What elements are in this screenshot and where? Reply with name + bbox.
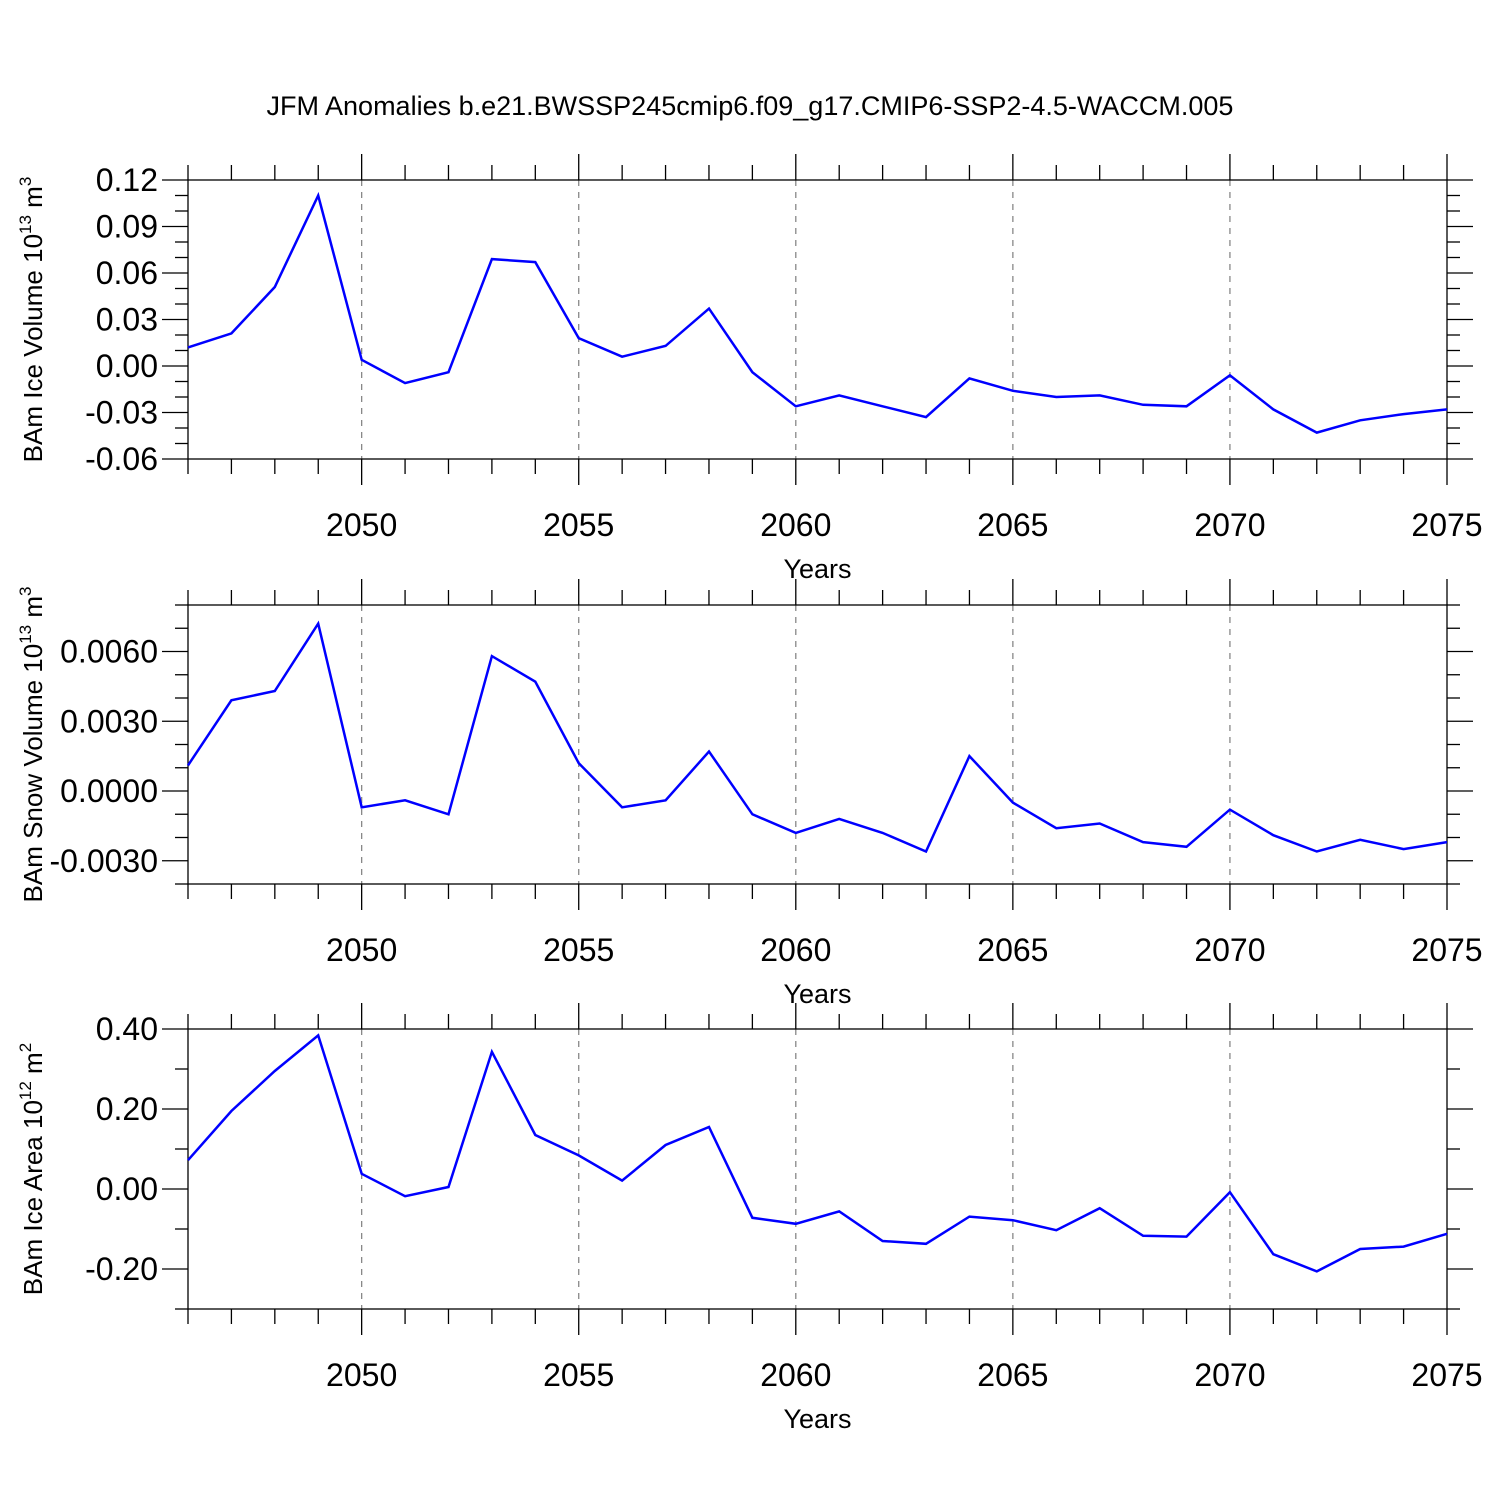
y-tick-label: 0.03 (96, 302, 158, 338)
y-axis-label: BAm Ice Volume 1013 m3 (16, 177, 48, 463)
x-tick-label: 2075 (1411, 932, 1482, 968)
x-tick-label: 2060 (760, 932, 831, 968)
plot-frame (187, 604, 1448, 885)
y-label-text: BAm Snow Volume 10 (18, 644, 48, 903)
y-label-unit: m (18, 186, 48, 215)
x-tick-label: 2065 (977, 1357, 1048, 1393)
y-tick-label: 0.20 (96, 1091, 158, 1127)
series-line (186, 620, 1448, 854)
x-tick-label: 2055 (543, 507, 614, 543)
y-label-unit-exponent: 3 (16, 587, 35, 596)
y-tick-label: -0.0030 (49, 843, 158, 879)
y-tick-label: 0.00 (96, 1171, 158, 1207)
x-axis-label: Years (783, 554, 851, 584)
y-tick-label: 0.0060 (60, 634, 158, 670)
plot-frame (187, 1028, 1448, 1310)
x-tick-label: 2070 (1194, 1357, 1265, 1393)
y-axis-label: BAm Snow Volume 1013 m3 (16, 587, 48, 903)
x-tick-label: 2070 (1194, 507, 1265, 543)
x-tick-label: 2050 (326, 932, 397, 968)
y-label-unit-exponent: 2 (16, 1043, 35, 1052)
y-label-exponent: 12 (16, 1081, 35, 1100)
y-tick-label: -0.06 (85, 441, 158, 477)
x-tick-label: 2055 (543, 1357, 614, 1393)
y-tick-label: 0.0000 (60, 773, 158, 809)
y-label-exponent: 13 (16, 625, 35, 644)
x-tick-label: 2065 (977, 507, 1048, 543)
axis-ticks (162, 154, 1473, 485)
y-tick-label: 0.00 (96, 348, 158, 384)
y-label-unit-exponent: 3 (16, 177, 35, 186)
panel-3: 0.40 0.20 0.00 -0.20 2050 2055 2060 2065 2070 207… (16, 1003, 1483, 1434)
x-tick-label: 2055 (543, 932, 614, 968)
x-tick-label: 2060 (760, 507, 831, 543)
x-tick-label: 2075 (1411, 507, 1482, 543)
x-tick-label: 2065 (977, 932, 1048, 968)
x-tick-label: 2050 (326, 507, 397, 543)
y-tick-label: 0.06 (96, 255, 158, 291)
series-line (187, 1033, 1448, 1273)
plot-frame (187, 179, 1448, 460)
x-tick-label: 2070 (1194, 932, 1265, 968)
y-tick-label: 0.12 (96, 162, 158, 198)
x-tick-label: 2075 (1411, 1357, 1482, 1393)
x-axis-label: Years (783, 979, 851, 1009)
chart-title: JFM Anomalies b.e21.BWSSP245cmip6.f09_g1… (267, 91, 1234, 121)
y-tick-label: -0.03 (85, 395, 158, 431)
y-label-exponent: 13 (16, 215, 35, 234)
x-axis-label: Years (783, 1404, 851, 1434)
y-tick-label: 0.0030 (60, 703, 158, 739)
y-tick-label: -0.20 (85, 1251, 158, 1287)
y-tick-label: 0.40 (96, 1011, 158, 1047)
x-tick-label: 2050 (326, 1357, 397, 1393)
axis-ticks (162, 579, 1473, 910)
y-label-unit: m (18, 596, 48, 625)
y-axis-label: BAm Ice Area 1012 m2 (16, 1043, 48, 1295)
panel-2: 0.0060 0.0030 0.0000 -0.0030 2050 2055 2060 206… (16, 579, 1483, 1009)
y-label-text: BAm Ice Area 10 (18, 1100, 48, 1295)
axis-ticks (162, 1003, 1473, 1335)
y-label-text: BAm Ice Volume 10 (18, 234, 48, 462)
x-tick-label: 2060 (760, 1357, 831, 1393)
y-label-unit: m (18, 1052, 48, 1081)
series-line (187, 191, 1448, 434)
panel-1: 0.12 0.09 0.06 0.03 0.00 -0.03 -0.06 2050 2055 20… (16, 154, 1483, 584)
y-tick-label: 0.09 (96, 209, 158, 245)
